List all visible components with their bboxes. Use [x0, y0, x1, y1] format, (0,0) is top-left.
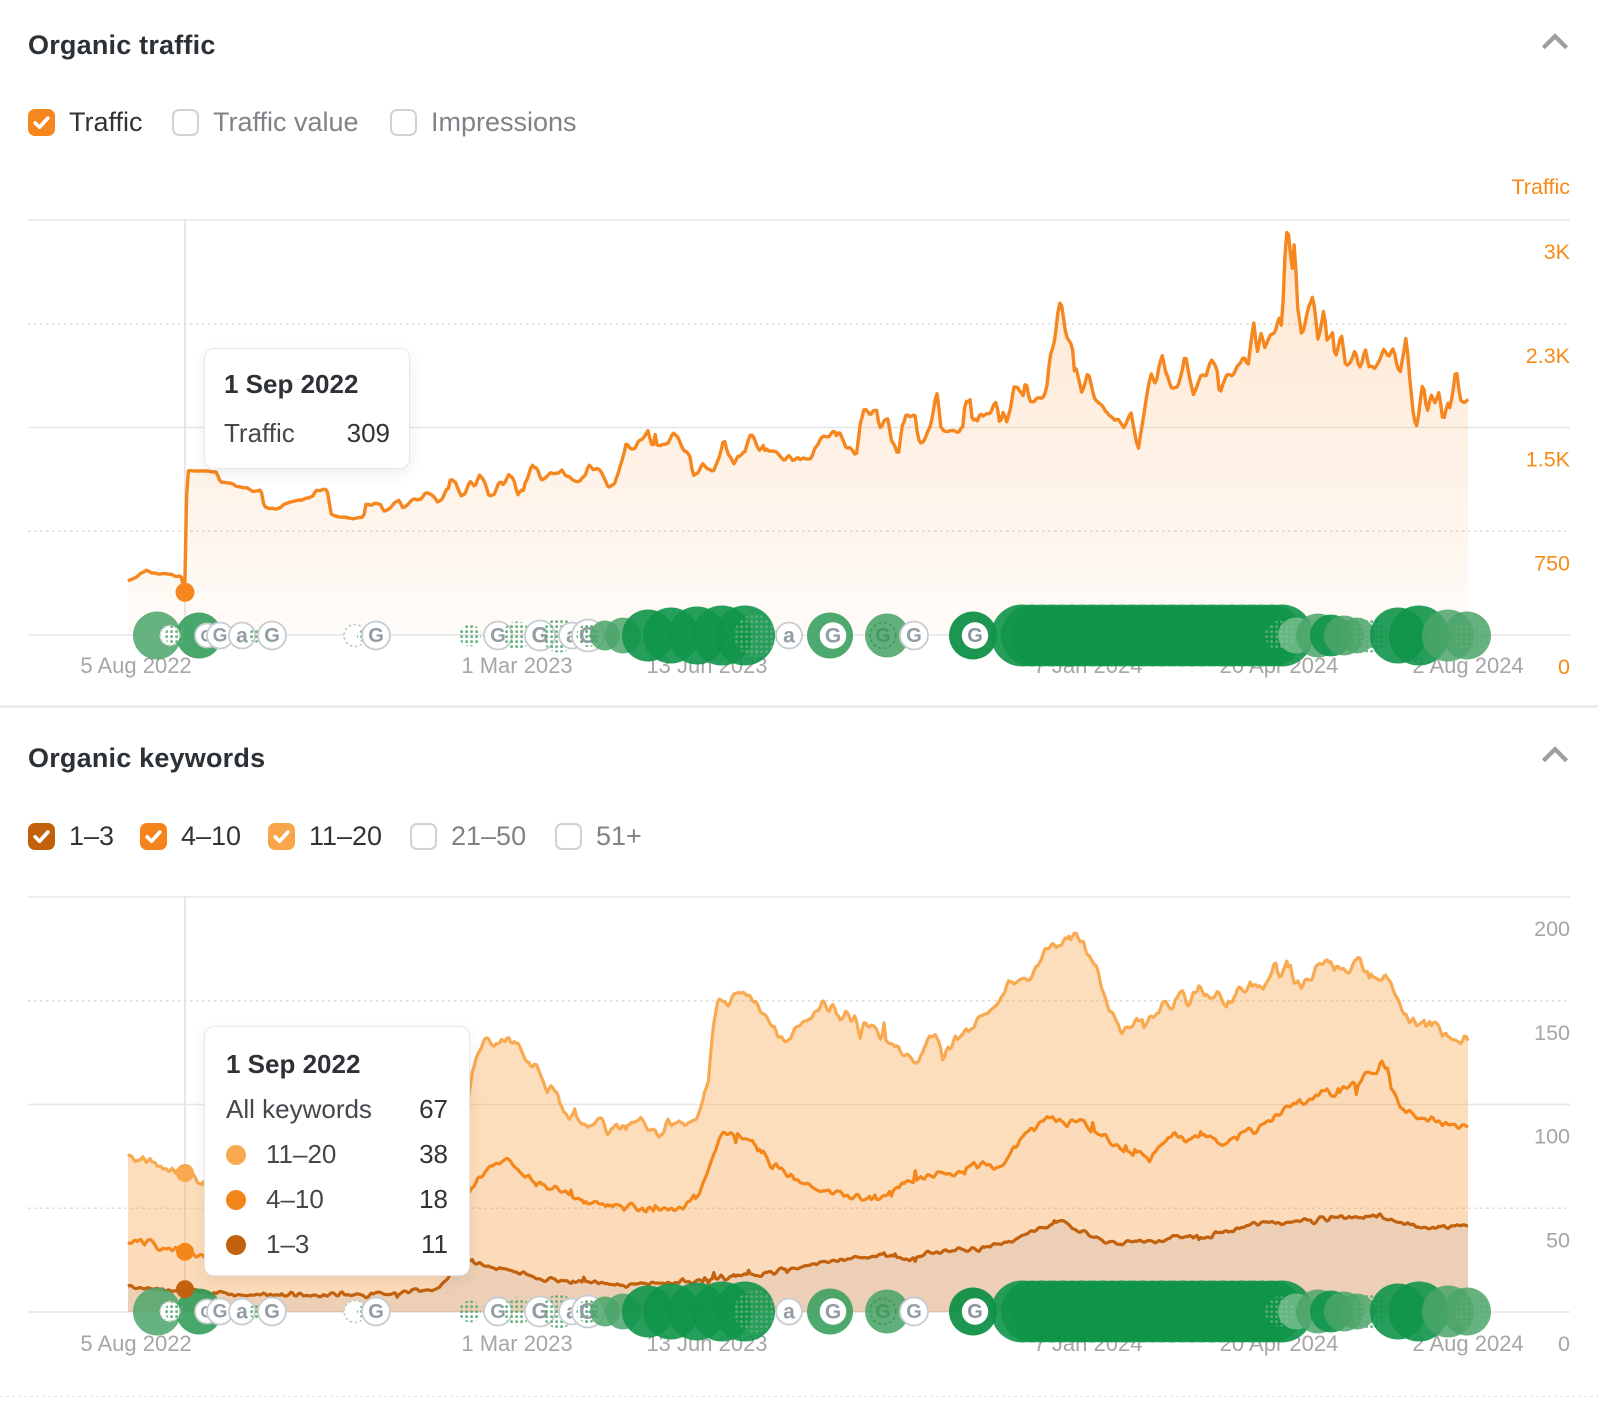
- svg-text:1 Mar 2023: 1 Mar 2023: [461, 653, 572, 678]
- svg-text:5 Aug 2022: 5 Aug 2022: [80, 1331, 191, 1356]
- svg-text:0: 0: [1558, 1332, 1570, 1356]
- svg-text:750: 750: [1534, 551, 1570, 575]
- svg-text:G: G: [967, 625, 983, 647]
- svg-text:G: G: [825, 1300, 841, 1323]
- svg-text:G: G: [825, 624, 841, 647]
- svg-text:G: G: [264, 625, 280, 647]
- svg-text:G: G: [967, 1301, 983, 1323]
- svg-text:a: a: [783, 624, 795, 647]
- svg-text:G: G: [875, 1301, 891, 1323]
- svg-text:1 Mar 2023: 1 Mar 2023: [461, 1331, 572, 1356]
- svg-text:G: G: [906, 625, 922, 647]
- svg-text:G: G: [264, 1301, 280, 1323]
- svg-text:G: G: [368, 1301, 384, 1323]
- svg-text:G: G: [490, 625, 506, 647]
- svg-text:G: G: [213, 626, 228, 647]
- svg-text:a: a: [236, 624, 248, 647]
- svg-text:G: G: [368, 625, 384, 647]
- svg-text:Traffic: Traffic: [1511, 175, 1570, 199]
- svg-text:150: 150: [1534, 1021, 1570, 1045]
- svg-text:G: G: [213, 1302, 228, 1323]
- svg-text:2.3K: 2.3K: [1526, 344, 1571, 368]
- svg-text:0: 0: [1558, 655, 1570, 679]
- svg-text:a: a: [236, 1300, 248, 1323]
- svg-text:50: 50: [1546, 1228, 1570, 1252]
- svg-text:100: 100: [1534, 1125, 1570, 1149]
- svg-text:G: G: [906, 1301, 922, 1323]
- svg-text:G: G: [875, 625, 891, 647]
- svg-text:200: 200: [1534, 917, 1570, 941]
- svg-text:a: a: [783, 1300, 795, 1323]
- svg-text:G: G: [490, 1301, 506, 1323]
- svg-text:1.5K: 1.5K: [1526, 448, 1571, 472]
- svg-text:3K: 3K: [1544, 240, 1571, 264]
- svg-text:5 Aug 2022: 5 Aug 2022: [80, 653, 191, 678]
